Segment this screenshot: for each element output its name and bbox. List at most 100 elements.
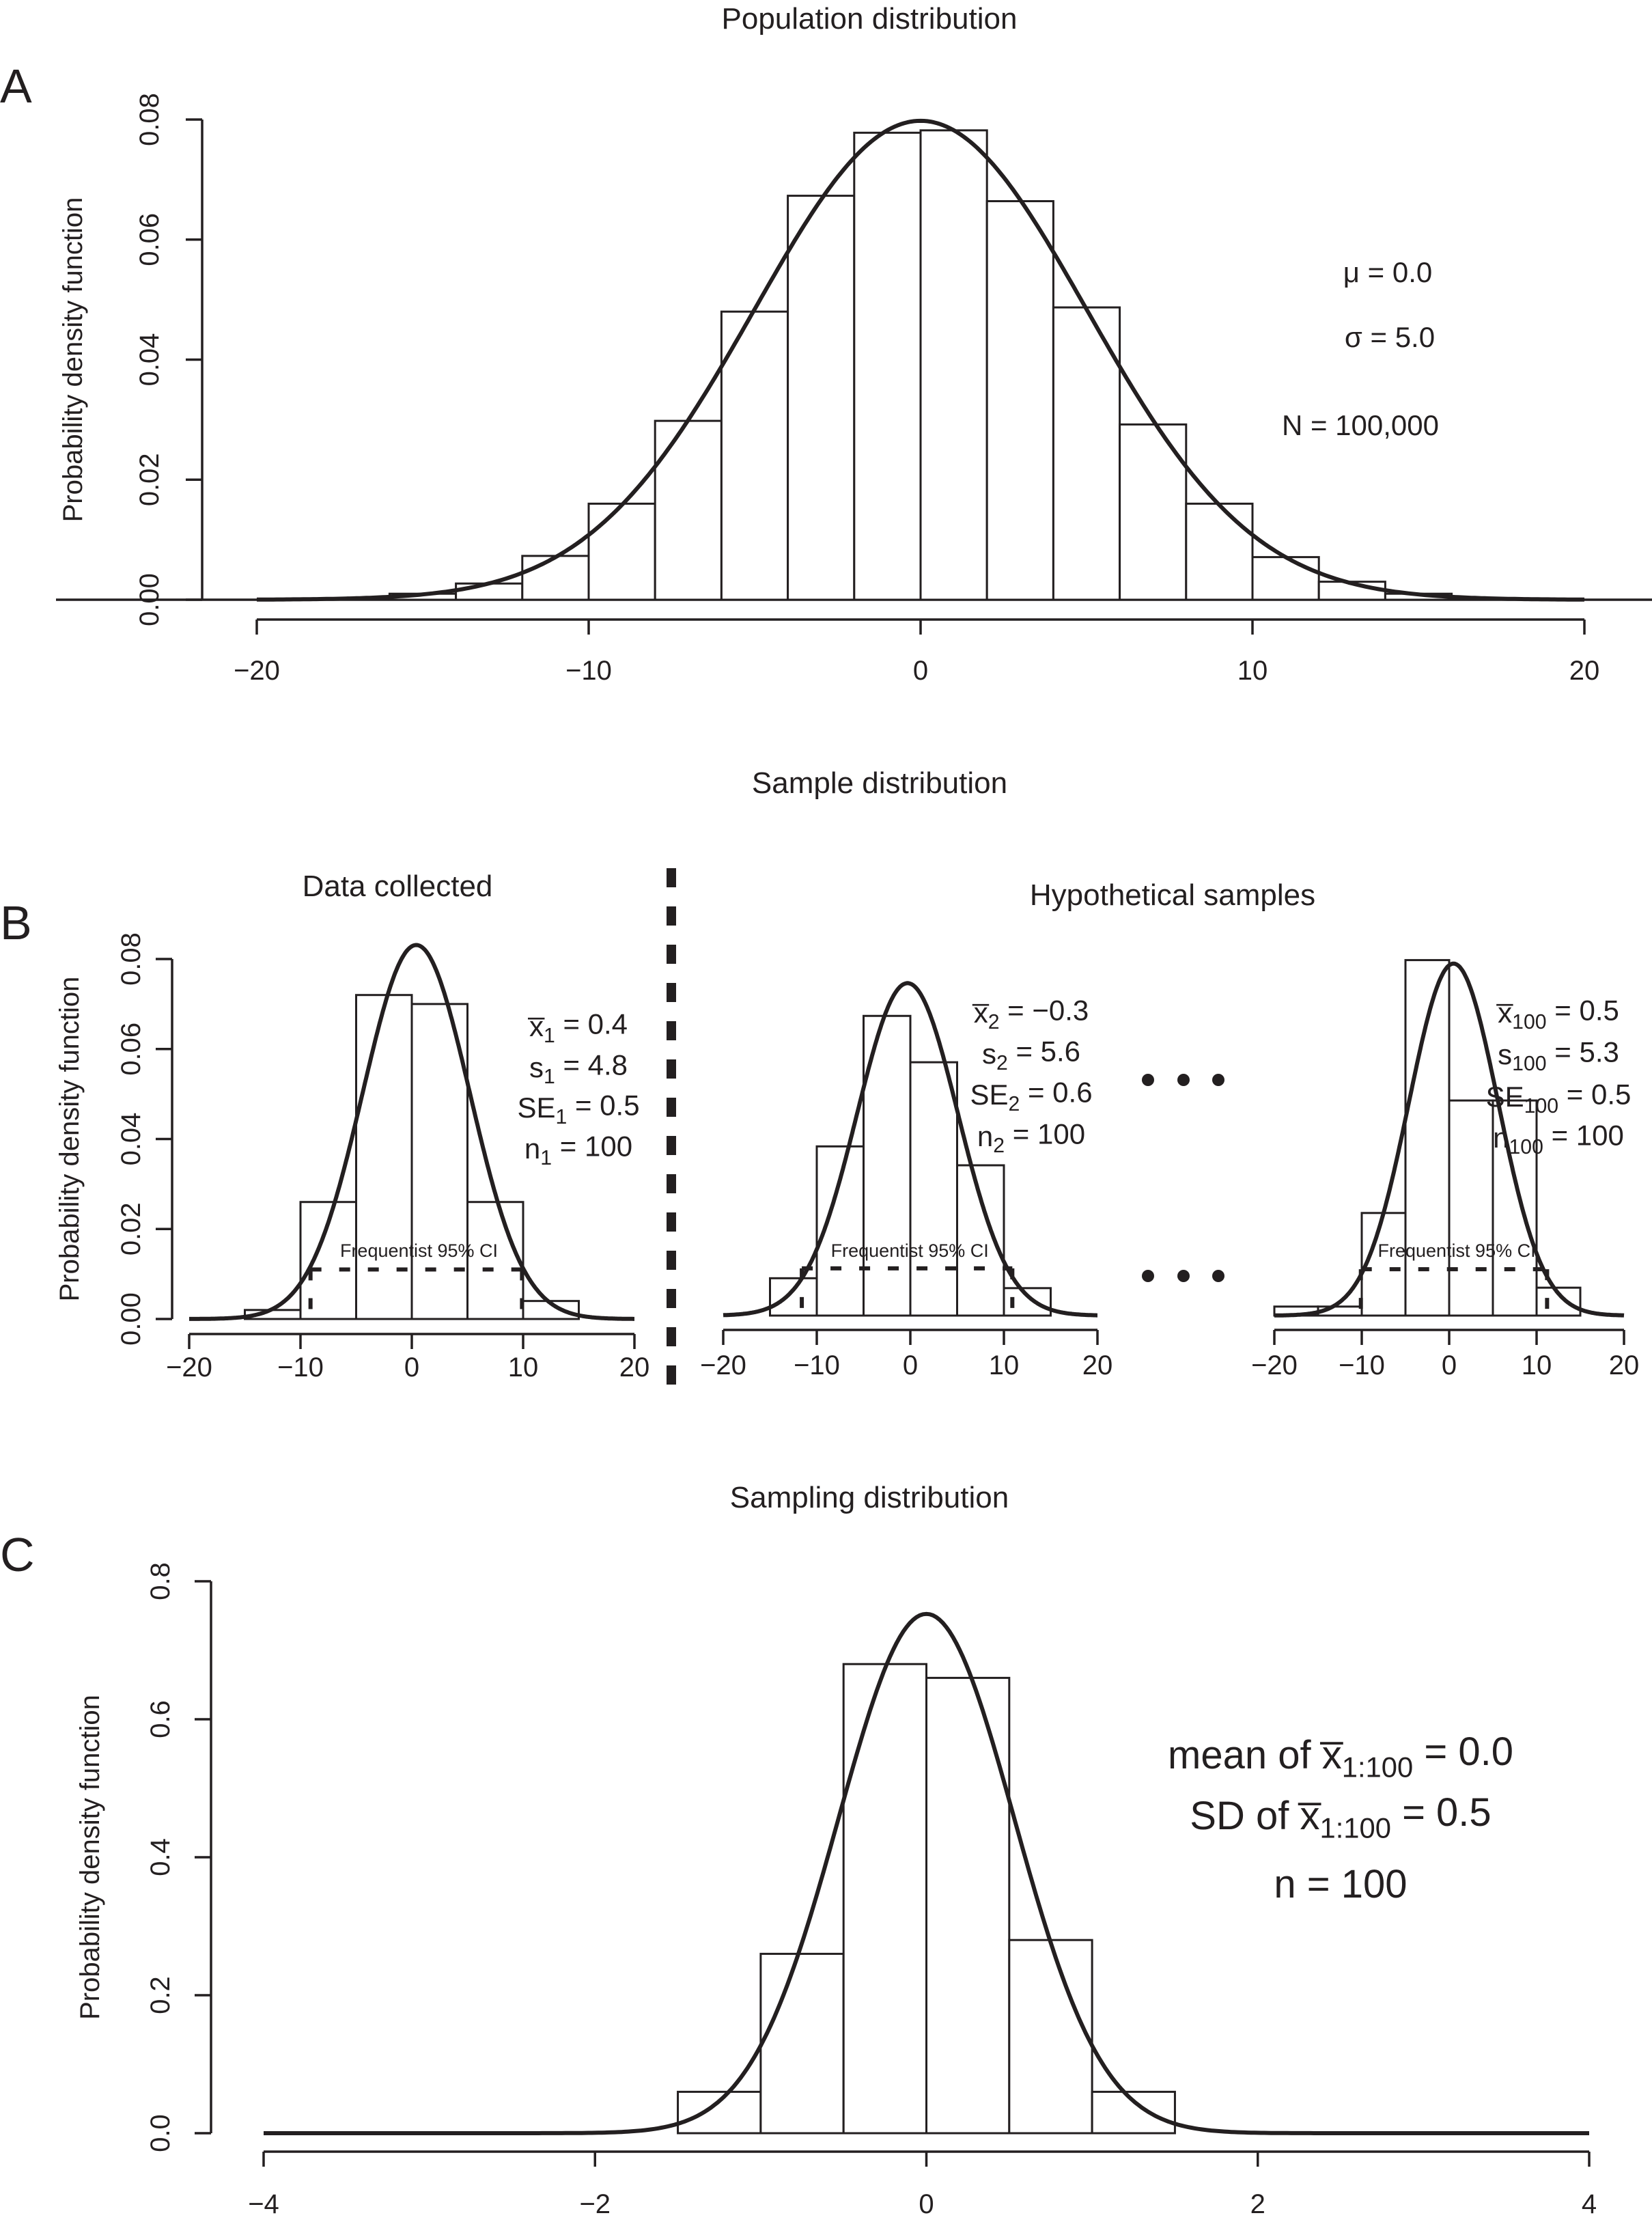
stat-subscript: 100 (1509, 1136, 1543, 1158)
stat-value: = 0.5 (567, 1089, 639, 1121)
stat-value: = 0.5 (1547, 994, 1619, 1026)
ellipsis-dot (1177, 1270, 1190, 1282)
stat-subscript: 1 (555, 1106, 567, 1128)
density-curve (188, 943, 636, 1321)
histogram-bar (925, 1676, 1011, 2135)
histogram-bar (769, 1277, 818, 1317)
stat-subscript: 1:100 (1342, 1751, 1413, 1783)
stat-symbol: x̅ (1496, 997, 1513, 1029)
y-tick-label: 0.00 (135, 573, 165, 626)
histogram-bar (677, 2090, 762, 2135)
histogram-bar (853, 131, 922, 601)
histogram-bar (1251, 556, 1320, 601)
y-tick-label: 0.04 (116, 1113, 146, 1166)
stat-symbol: n (1493, 1122, 1509, 1154)
stat-subscript: 2 (1008, 1093, 1020, 1115)
x-tick-label: −20 (166, 1352, 212, 1383)
histogram-bar (355, 994, 413, 1320)
stat-symbol: x̅ (1298, 1794, 1321, 1838)
y-tick-label: 0.6 (145, 1700, 176, 1738)
parameter-annotation: σ = 5.0 (1345, 321, 1435, 353)
stat-prefix: SD of (1190, 1794, 1300, 1838)
density-curve (1273, 961, 1625, 1318)
parameter-annotation: μ = 0.0 (1343, 256, 1432, 288)
panel-a: −20 −10 0 10 20 0.00 0.02 0.04 0.06 0.08 Probabili… (56, 93, 1652, 686)
x-tick-label: 20 (619, 1352, 650, 1383)
histogram-bar (1091, 2090, 1176, 2135)
x-tick-label: 2 (1250, 2189, 1265, 2219)
histogram-bar (1052, 306, 1121, 601)
y-tick-label: 0.4 (145, 1838, 176, 1876)
panel-c: −4 −2 0 2 4 0.0 0.2 0.4 0.6 0.8 Probability densit… (75, 1562, 1597, 2219)
stat-symbol: SE (517, 1092, 555, 1124)
stat-subscript: 1 (540, 1147, 552, 1169)
density-curve (264, 1611, 1589, 2135)
stat-symbol: SE (970, 1079, 1008, 1111)
sample-statistic: n2 = 100 (977, 1117, 1085, 1157)
ellipsis-dot (1212, 1074, 1224, 1086)
stat-subscript: 100 (1512, 1053, 1546, 1075)
sample-statistic: x̅100 = 0.5 (1496, 994, 1619, 1033)
histogram-bar (466, 1201, 524, 1320)
stat-value: = 0.4 (555, 1008, 628, 1040)
panel-b-title: Sample distribution (752, 766, 1007, 800)
stat-subscript: 2 (993, 1135, 1005, 1157)
x-tick-label: 0 (404, 1352, 419, 1383)
panel-c-title: Sampling distribution (730, 1481, 1009, 1514)
stat-value: = 5.3 (1547, 1036, 1619, 1068)
y-tick-label: 0.0 (145, 2114, 176, 2152)
sample-statistic: n100 = 100 (1493, 1119, 1624, 1158)
density-curve (256, 118, 1585, 602)
y-tick-label: 0.02 (116, 1202, 146, 1255)
stat-subscript: 2 (996, 1052, 1008, 1074)
ellipsis-dot (1142, 1074, 1154, 1086)
x-tick-label: 0 (1442, 1350, 1457, 1380)
histogram-bar (1360, 1212, 1407, 1317)
x-tick-label: 0 (903, 1350, 918, 1380)
stat-value: = −0.3 (1000, 994, 1089, 1026)
stat-subscript: 1:100 (1319, 1812, 1390, 1844)
sample-statistic: SE1 = 0.5 (517, 1089, 639, 1128)
sample-statistic: SE2 = 0.6 (970, 1076, 1092, 1115)
histogram-bar (1185, 502, 1254, 601)
stat-symbol: s (982, 1038, 996, 1070)
stat-value: = 0.0 (1413, 1730, 1513, 1774)
stat-subscript: 100 (1512, 1011, 1546, 1033)
stat-symbol: x̅ (972, 997, 990, 1029)
density-curve (722, 981, 1099, 1318)
sample-statistic: mean of x̅1:100 = 0.0 (1168, 1730, 1513, 1783)
histogram-bar (455, 582, 524, 601)
x-tick-label: 20 (1609, 1350, 1640, 1380)
x-tick-label: −10 (565, 656, 612, 686)
panel-a-title: Population distribution (722, 2, 1018, 36)
histogram-bar (909, 1061, 958, 1317)
hypothetical-samples-heading: Hypothetical samples (1030, 878, 1315, 912)
histogram-bar (1492, 1099, 1538, 1317)
x-tick-label: 10 (508, 1352, 539, 1383)
sample-statistic: x̅1 = 0.4 (527, 1008, 628, 1047)
y-tick-label: 0.06 (135, 213, 165, 266)
y-axis-label: Probability density function (75, 1695, 105, 2020)
stat-symbol: n (977, 1120, 993, 1152)
x-tick-label: 20 (1082, 1350, 1113, 1380)
stat-prefix: mean of (1168, 1733, 1322, 1777)
y-tick-label: 0.04 (135, 333, 165, 387)
histogram-bar (654, 419, 723, 601)
stat-symbol: x̅ (1320, 1733, 1343, 1777)
sample-statistic: SD of x̅1:100 = 0.5 (1190, 1790, 1491, 1844)
stat-value: = 0.5 (1558, 1078, 1631, 1110)
sample-statistic: s100 = 5.3 (1498, 1036, 1619, 1075)
panel-b3: Frequentist 95% CI−20 −10 0 10 20x̅100 = 0.5… (1251, 959, 1640, 1380)
y-tick-label: 0.8 (145, 1562, 176, 1600)
parameter-annotation: N = 100,000 (1282, 409, 1439, 441)
x-tick-label: 4 (1582, 2189, 1597, 2219)
x-tick-label: −10 (277, 1352, 324, 1383)
x-tick-label: 0 (919, 2189, 934, 2219)
ellipsis-dot (1177, 1074, 1190, 1086)
stat-value: = 0.5 (1391, 1790, 1492, 1835)
sample-statistic: n1 = 100 (524, 1130, 632, 1169)
panel-b-letter: B (0, 896, 32, 949)
y-tick-label: 0.06 (116, 1023, 146, 1076)
y-tick-label: 0.08 (116, 932, 146, 986)
